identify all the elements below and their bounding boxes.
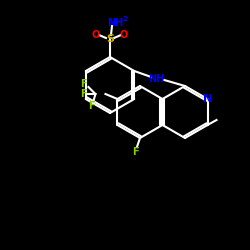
Text: S: S [106,34,114,44]
Text: NH: NH [107,18,123,28]
Text: F: F [80,79,87,89]
Text: F: F [88,101,95,111]
Text: O: O [92,30,100,40]
Text: N: N [203,94,212,104]
Text: NH: NH [148,74,164,84]
Text: F: F [80,89,87,99]
Text: O: O [120,30,128,40]
Text: 2: 2 [122,16,128,22]
Text: F: F [132,147,138,157]
